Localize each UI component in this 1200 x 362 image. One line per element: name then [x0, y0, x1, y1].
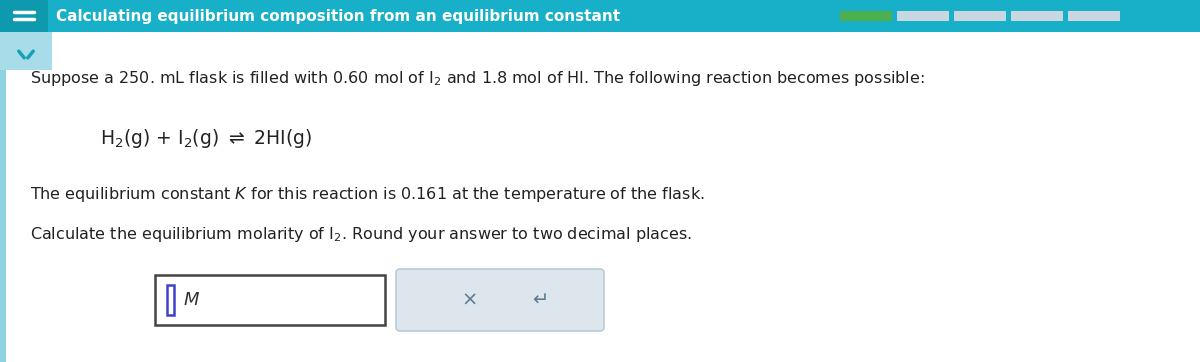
Text: H$_2$(g) + I$_2$(g) $\rightleftharpoons$ 2HI(g): H$_2$(g) + I$_2$(g) $\rightleftharpoons$…	[100, 126, 312, 150]
Text: ×: ×	[462, 290, 478, 310]
FancyBboxPatch shape	[155, 275, 385, 325]
FancyBboxPatch shape	[898, 11, 949, 21]
Text: The equilibrium constant $\mathit{K}$ for this reaction is 0.161 at the temperat: The equilibrium constant $\mathit{K}$ fo…	[30, 185, 704, 205]
FancyBboxPatch shape	[0, 0, 1200, 32]
FancyBboxPatch shape	[0, 32, 52, 70]
FancyBboxPatch shape	[1010, 11, 1063, 21]
FancyBboxPatch shape	[396, 269, 604, 331]
FancyBboxPatch shape	[1068, 11, 1120, 21]
Text: Calculating equilibrium composition from an equilibrium constant: Calculating equilibrium composition from…	[56, 8, 620, 24]
FancyBboxPatch shape	[954, 11, 1006, 21]
FancyBboxPatch shape	[0, 70, 6, 362]
FancyBboxPatch shape	[0, 0, 48, 32]
Text: Calculate the equilibrium molarity of I$_2$. Round your answer to two decimal pl: Calculate the equilibrium molarity of I$…	[30, 226, 692, 244]
Text: $\mathit{M}$: $\mathit{M}$	[182, 291, 200, 309]
Text: ↵: ↵	[532, 290, 548, 310]
Text: Suppose a 250. mL flask is filled with 0.60 mol of I$_2$ and 1.8 mol of HI. The : Suppose a 250. mL flask is filled with 0…	[30, 68, 925, 88]
FancyBboxPatch shape	[840, 11, 892, 21]
